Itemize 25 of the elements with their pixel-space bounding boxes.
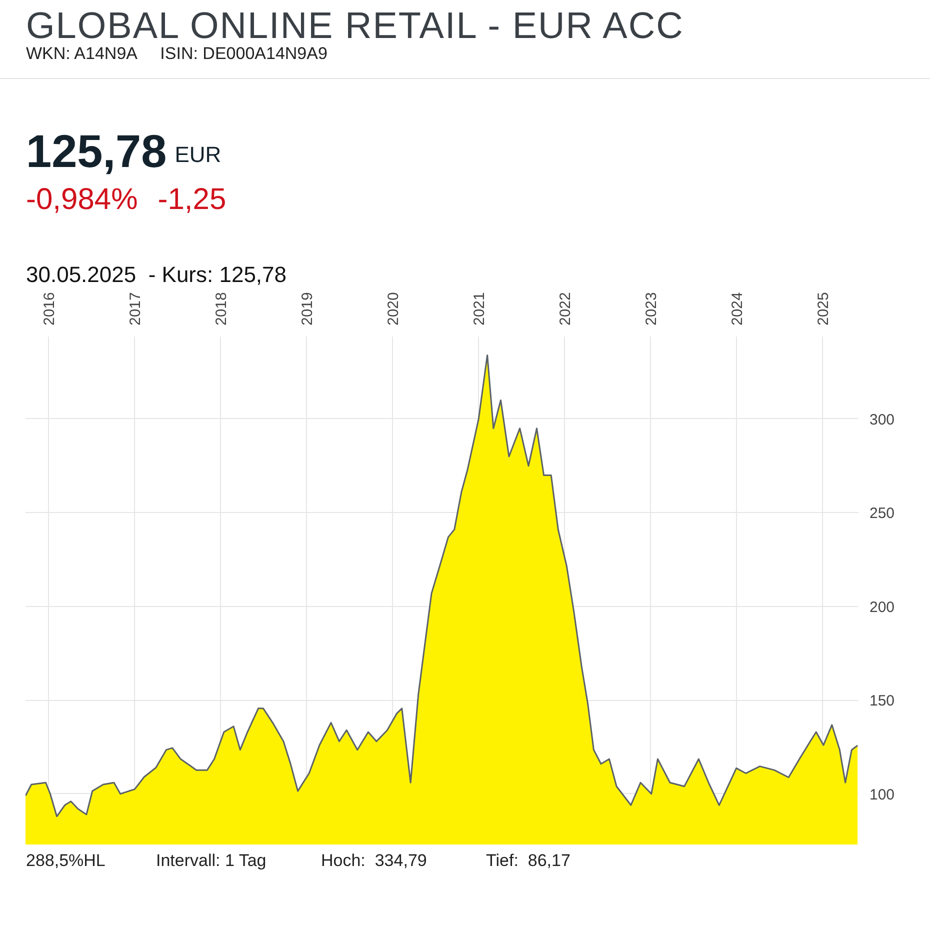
chart-subtitle: WKN: A14N9A ISIN: DE000A14N9A9 <box>26 43 328 65</box>
y-tick-label: 250 <box>870 505 895 522</box>
x-tick-label: 2016 <box>41 292 58 326</box>
text: -1,25 <box>158 182 226 218</box>
x-tick-label: 2020 <box>384 292 402 326</box>
x-tick-label: 2024 <box>728 292 746 326</box>
x-tick-label: 2018 <box>213 292 230 326</box>
x-tick-label: 2023 <box>642 292 660 326</box>
x-tick-label: 2022 <box>557 292 574 326</box>
x-tick-label: 2017 <box>127 292 144 326</box>
text: 125,78 <box>26 124 167 179</box>
y-tick-label: 150 <box>870 692 895 710</box>
text: 30.05.2025 - Kurs: 125,78 <box>26 261 287 289</box>
x-tick-label: 2025 <box>814 292 832 326</box>
y-tick-label: 100 <box>870 786 895 804</box>
y-tick-label: 200 <box>870 598 895 616</box>
text: Tief: 86,17 <box>486 850 570 872</box>
text: EUR <box>174 141 222 169</box>
x-tick-label: 2019 <box>299 292 316 326</box>
text: -0,984% <box>26 182 138 218</box>
text: Intervall: 1 Tag <box>156 850 266 872</box>
text: Hoch: 334,79 <box>321 850 427 872</box>
y-tick-label: 300 <box>870 411 895 428</box>
x-tick-label: 2021 <box>471 292 488 326</box>
text: 288,5%HL <box>26 850 106 872</box>
